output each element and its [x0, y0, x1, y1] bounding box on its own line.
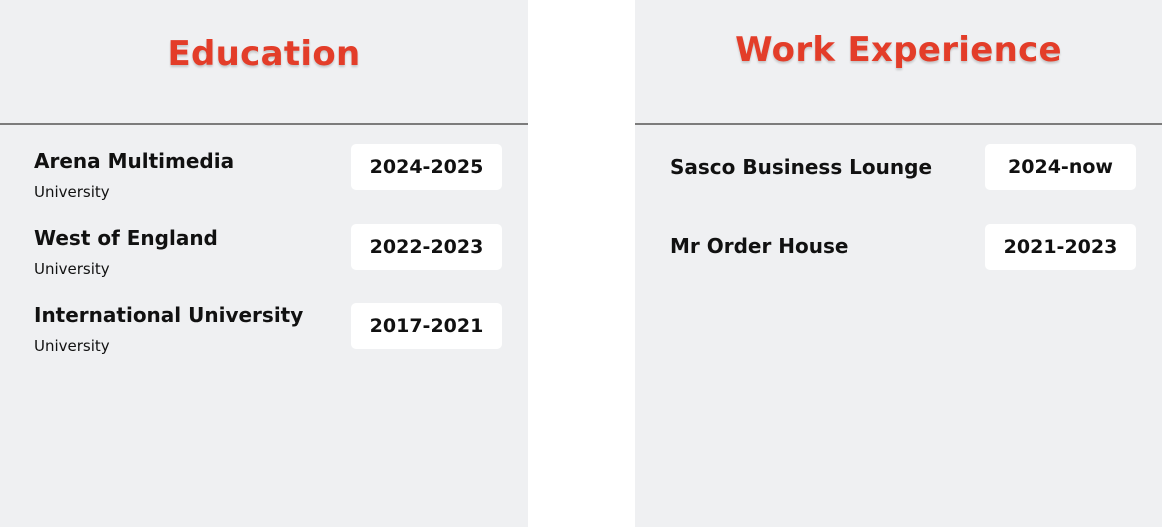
education-title: Education — [167, 34, 361, 74]
education-item: International University University — [0, 303, 528, 363]
education-item-type: University — [34, 337, 110, 355]
education-item: Arena Multimedia University — [0, 149, 528, 209]
work-item-years: 2024-now — [985, 144, 1136, 190]
work-experience-header: Work Experience — [635, 0, 1162, 125]
education-item-type: University — [34, 183, 110, 201]
education-item-years: 2022-2023 — [351, 224, 502, 270]
education-panel: Education Arena Multimedia University 20… — [0, 0, 528, 527]
work-item-name: Sasco Business Lounge — [670, 155, 933, 179]
education-item-name: International University — [34, 303, 304, 327]
education-item-type: University — [34, 260, 110, 278]
work-item-years: 2021-2023 — [985, 224, 1136, 270]
work-experience-title: Work Experience — [735, 30, 1062, 70]
education-item-name: Arena Multimedia — [34, 149, 235, 173]
work-item-name: Mr Order House — [670, 234, 849, 258]
work-experience-panel: Work Experience Sasco Business Lounge 20… — [635, 0, 1162, 527]
education-header: Education — [0, 0, 528, 125]
education-item-name: West of England — [34, 226, 218, 250]
education-item-years: 2024-2025 — [351, 144, 502, 190]
education-item: West of England University — [0, 226, 528, 286]
education-item-years: 2017-2021 — [351, 303, 502, 349]
